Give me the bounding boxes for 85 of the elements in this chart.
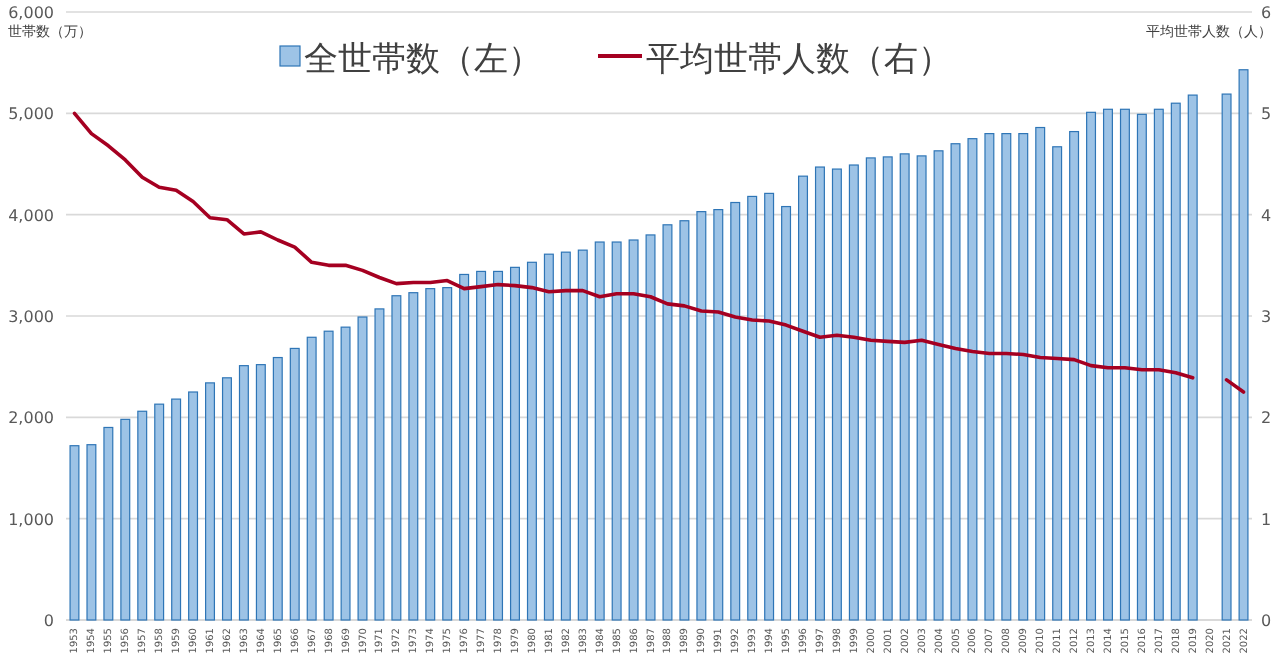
y-tick-label: 6,000	[8, 4, 54, 22]
y2-tick-label: 6	[1260, 4, 1272, 22]
bar	[323, 330, 334, 621]
bar	[205, 382, 216, 621]
bar	[1052, 146, 1063, 621]
bar	[1086, 111, 1097, 621]
bar	[1170, 102, 1181, 621]
y2-tick-label: 2	[1260, 409, 1272, 428]
y2-tick-label: 3	[1260, 308, 1272, 326]
bar	[86, 444, 97, 621]
legend-label: 全世帯数（左）	[304, 40, 542, 80]
bar	[696, 211, 707, 621]
y-tick-label: 2,000	[8, 409, 54, 428]
bar	[950, 143, 961, 621]
bar	[154, 403, 165, 621]
bar	[1102, 108, 1113, 621]
bar	[933, 150, 944, 621]
bar	[848, 164, 859, 621]
bar	[1187, 94, 1198, 621]
y2-tick-label: 5	[1260, 105, 1272, 124]
bar	[221, 377, 232, 621]
bar	[967, 138, 978, 621]
bar	[798, 175, 809, 621]
bar	[628, 239, 639, 621]
bar	[611, 241, 622, 621]
bar	[171, 398, 182, 621]
y-tick-label: 0	[43, 612, 54, 630]
y-tick-label: 1,000	[8, 510, 54, 529]
bar	[391, 295, 402, 621]
bar	[238, 365, 249, 621]
bar	[289, 347, 300, 621]
bar	[1153, 108, 1164, 621]
bar	[679, 220, 690, 621]
bar	[577, 249, 588, 621]
bar	[69, 445, 80, 621]
bar	[662, 224, 673, 621]
bar	[984, 133, 995, 621]
bar	[560, 251, 571, 621]
bar	[1238, 69, 1249, 621]
bar	[730, 201, 741, 621]
bar	[137, 410, 148, 621]
bar	[882, 156, 893, 621]
bar	[306, 336, 317, 621]
bar	[357, 316, 368, 621]
bar	[120, 418, 131, 621]
bar	[1221, 93, 1232, 621]
bar	[831, 168, 842, 621]
bar	[1136, 113, 1147, 621]
bar	[747, 195, 758, 621]
y-tick-label: 5,000	[8, 105, 54, 124]
bar	[764, 192, 775, 621]
bar	[103, 426, 114, 621]
bar	[442, 287, 453, 621]
bar	[509, 266, 520, 621]
y2-tick-label: 4	[1260, 206, 1272, 225]
bar	[1069, 130, 1080, 621]
bar	[255, 364, 266, 621]
bar	[459, 273, 470, 621]
bar	[1035, 126, 1046, 621]
bar	[425, 288, 436, 621]
bar	[645, 234, 656, 621]
bar	[408, 292, 419, 621]
bar	[594, 241, 605, 621]
y2-tick-label: 1	[1260, 510, 1272, 529]
legend-label: 平均世帯人数（右）	[646, 40, 952, 80]
bar	[713, 209, 724, 621]
bar	[1119, 108, 1130, 621]
bar	[1018, 133, 1029, 621]
bar	[188, 391, 199, 621]
bar	[916, 155, 927, 621]
bar	[1001, 133, 1012, 621]
bar	[272, 356, 283, 621]
bar	[543, 253, 554, 621]
bar	[476, 270, 487, 621]
bar	[814, 166, 825, 621]
bar	[865, 157, 876, 621]
bar	[899, 153, 910, 621]
bar	[493, 270, 504, 621]
bar	[526, 261, 537, 621]
bar	[340, 326, 351, 621]
y-tick-label: 3,000	[8, 308, 54, 326]
bar	[781, 205, 792, 621]
y-tick-label: 4,000	[8, 206, 54, 225]
bar	[374, 308, 385, 621]
y2-tick-label: 0	[1260, 612, 1272, 630]
